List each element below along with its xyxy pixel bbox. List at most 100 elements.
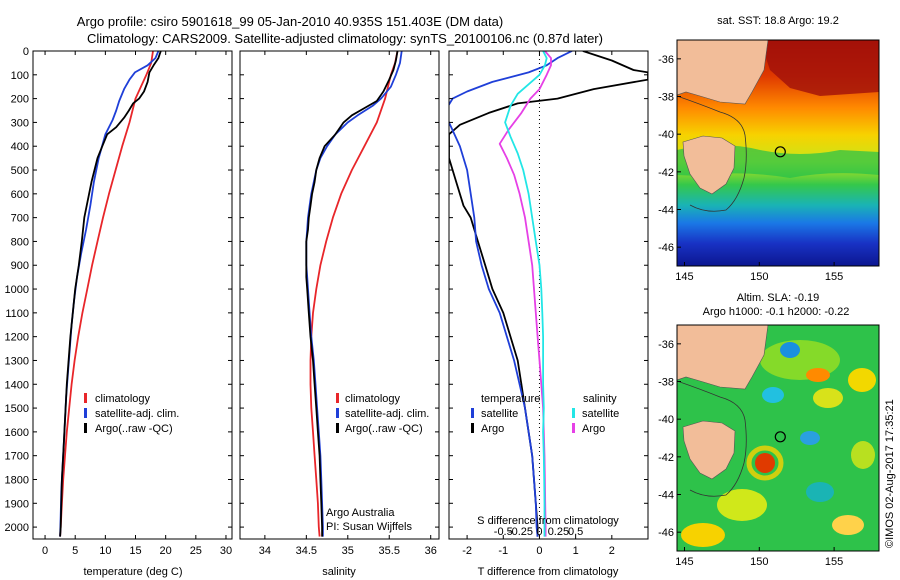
mainland-land bbox=[677, 40, 769, 105]
sla-feature bbox=[746, 445, 784, 481]
map-y-tick-label: -38 bbox=[658, 377, 674, 389]
salinity-axes-frame bbox=[239, 50, 440, 540]
sst-map: sat. SST: 18.8 Argo: 19.2 145 150 155 -36 -3… bbox=[658, 15, 880, 283]
map-x-tick-label: 145 bbox=[675, 271, 693, 283]
sla-feature bbox=[800, 431, 820, 445]
series-t_satellite bbox=[449, 51, 573, 537]
legend-label-t-satellite: satellite bbox=[481, 408, 518, 420]
difference-legend: temperature salinity satellite Argo sate… bbox=[471, 393, 619, 435]
x-tick-label: 35.5 bbox=[379, 545, 400, 557]
x-tick-label: 0 bbox=[42, 545, 48, 557]
legend-swatch-satellite bbox=[336, 408, 339, 418]
y-tick-label: 900 bbox=[11, 260, 29, 272]
s-difference-label: S difference from climatology bbox=[477, 515, 619, 527]
sst-warm-core bbox=[760, 40, 879, 96]
y-tick-label: 1600 bbox=[5, 427, 29, 439]
x-tick-label: 0 bbox=[536, 545, 542, 557]
series-s_satellite bbox=[504, 51, 548, 537]
sst-map-frame bbox=[676, 39, 880, 267]
series-climatology bbox=[59, 51, 154, 537]
s-diff-tick-label: -0.5 bbox=[494, 526, 513, 538]
figure-title-line1: Argo profile: csiro 5901618_99 05-Jan-20… bbox=[77, 14, 503, 29]
map-y-tick-label: -46 bbox=[658, 527, 674, 539]
salinity-panel: 34 34.5 35 35.5 36 salinity climatology sate… bbox=[239, 50, 440, 578]
y-tick-label: 1800 bbox=[5, 474, 29, 486]
legend-label-argo: Argo(..raw -QC) bbox=[345, 423, 423, 435]
series-argo bbox=[59, 51, 162, 537]
x-tick-label: 34.5 bbox=[296, 545, 317, 557]
temperature-axes-frame bbox=[32, 50, 233, 540]
y-tick-label: 1300 bbox=[5, 355, 29, 367]
sla-feature bbox=[851, 441, 875, 469]
map-x-tick-label: 145 bbox=[675, 556, 693, 568]
sla-feature bbox=[813, 388, 843, 408]
legend-label-s-argo: Argo bbox=[582, 423, 605, 435]
map-y-tick-label: -36 bbox=[658, 339, 674, 351]
y-tick-label: 1100 bbox=[5, 308, 29, 320]
legend-label-satellite: satellite-adj. clim. bbox=[95, 408, 179, 420]
s-diff-tick-label: 0 bbox=[536, 526, 542, 538]
sla-feature bbox=[806, 482, 834, 502]
legend-label-satellite: satellite-adj. clim. bbox=[345, 408, 429, 420]
y-tick-label: 600 bbox=[11, 189, 29, 201]
legend-swatch-climatology bbox=[84, 393, 87, 403]
legend-swatch-t-satellite bbox=[471, 408, 474, 418]
y-tick-label: 0 bbox=[23, 46, 29, 58]
temperature-xlabel: temperature (deg C) bbox=[83, 566, 182, 578]
y-tick-label: 2000 bbox=[5, 522, 29, 534]
y-tick-label: 1900 bbox=[5, 498, 29, 510]
sla-feature bbox=[681, 523, 725, 547]
legend-label-argo: Argo(..raw -QC) bbox=[95, 423, 173, 435]
s-diff-tick-label: -0.25 bbox=[508, 526, 533, 538]
map-y-tick-label: -40 bbox=[658, 129, 674, 141]
map-x-tick-label: 150 bbox=[750, 271, 768, 283]
x-tick-label: 20 bbox=[160, 545, 172, 557]
x-tick-label: 30 bbox=[220, 545, 232, 557]
sla-feature bbox=[806, 368, 830, 382]
sla-feature bbox=[717, 489, 767, 521]
x-tick-label: 10 bbox=[99, 545, 111, 557]
y-tick-label: 1200 bbox=[5, 332, 29, 344]
y-tick-label: 500 bbox=[11, 165, 29, 177]
map-y-tick-label: -42 bbox=[658, 452, 674, 464]
salinity-xlabel: salinity bbox=[322, 566, 356, 578]
y-tick-label: 1500 bbox=[5, 403, 29, 415]
x-tick-label: 5 bbox=[72, 545, 78, 557]
temperature-legend: climatology satellite-adj. clim. Argo(..… bbox=[84, 393, 179, 435]
legend-label-t-argo: Argo bbox=[481, 423, 504, 435]
y-tick-label: 1000 bbox=[5, 284, 29, 296]
legend-swatch-s-satellite bbox=[572, 408, 575, 418]
salinity-legend: climatology satellite-adj. clim. Argo(..… bbox=[336, 393, 429, 435]
x-tick-label: 34 bbox=[259, 545, 271, 557]
x-tick-label: 25 bbox=[190, 545, 202, 557]
temperature-panel: 0 5 10 15 20 25 300100200300400500600700800900… bbox=[5, 46, 233, 578]
legend-swatch-satellite bbox=[84, 408, 87, 418]
x-tick-label: -1 bbox=[498, 545, 508, 557]
y-tick-label: 400 bbox=[11, 141, 29, 153]
y-tick-label: 800 bbox=[11, 236, 29, 248]
map-x-tick-label: 155 bbox=[825, 556, 843, 568]
sla-map-subtitle: Argo h1000: -0.1 h2000: -0.22 bbox=[703, 306, 850, 318]
y-tick-label: 700 bbox=[11, 213, 29, 225]
legend-swatch-s-argo bbox=[572, 423, 575, 433]
legend-swatch-t-argo bbox=[471, 423, 474, 433]
legend-label-climatology: climatology bbox=[345, 393, 401, 405]
map-y-tick-label: -38 bbox=[658, 92, 674, 104]
series-climatology bbox=[309, 51, 399, 537]
figure-title-line2: Climatology: CARS2009. Satellite-adjuste… bbox=[87, 31, 603, 46]
imos-watermark: ©IMOS 02-Aug-2017 17:35:21 bbox=[884, 399, 896, 548]
sst-argo-location-marker bbox=[774, 146, 786, 158]
y-tick-label: 200 bbox=[11, 94, 29, 106]
y-tick-label: 100 bbox=[11, 70, 29, 82]
series-t_argo bbox=[449, 51, 648, 537]
y-tick-label: 1700 bbox=[5, 451, 29, 463]
sla-map: Altim. SLA: -0.19 Argo h1000: -0.1 h2000… bbox=[658, 292, 880, 568]
legend-header-temperature: temperature bbox=[481, 393, 540, 405]
x-tick-label: -2 bbox=[462, 545, 472, 557]
legend-header-salinity: salinity bbox=[583, 393, 617, 405]
shelf-contour bbox=[677, 380, 747, 497]
credit-line2: PI: Susan Wijffels bbox=[326, 521, 412, 533]
mainland-land bbox=[677, 325, 769, 390]
map-y-tick-label: -36 bbox=[658, 54, 674, 66]
legend-label-s-satellite: satellite bbox=[582, 408, 619, 420]
